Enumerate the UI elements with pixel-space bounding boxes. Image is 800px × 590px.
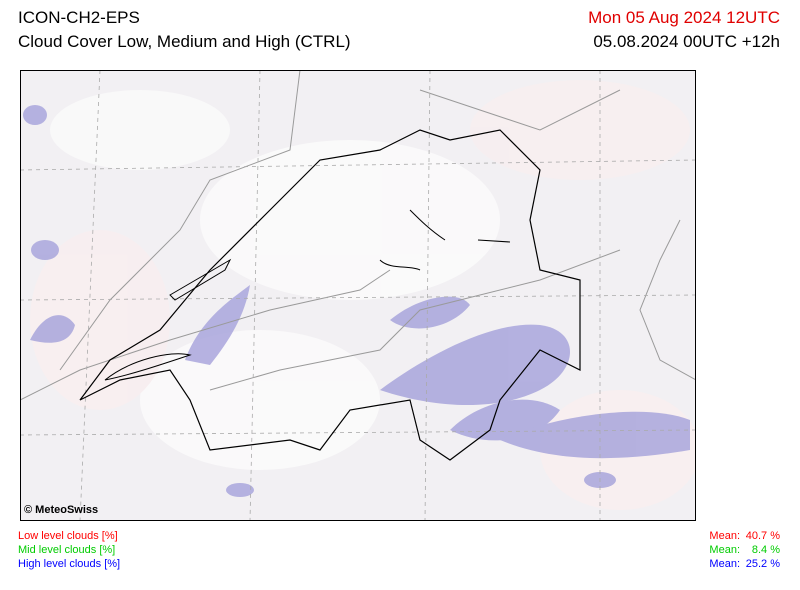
high-cloud-patches — [23, 105, 690, 497]
map-frame — [20, 70, 696, 521]
run-time: 05.08.2024 00UTC +12h — [593, 32, 780, 51]
graticule — [20, 70, 696, 521]
low-cloud-patches — [30, 80, 696, 510]
region-borders — [20, 70, 696, 401]
mean-value: 25.2 % — [745, 558, 780, 570]
legend-label: Mid level clouds [%] — [18, 544, 116, 556]
mean-value: 40.7 % — [745, 530, 780, 542]
country-border — [79, 129, 581, 461]
legend-label: High level clouds [%] — [18, 558, 121, 570]
mean-value: 8.4 % — [751, 544, 780, 556]
valid-time: Mon 05 Aug 2024 12UTC — [588, 8, 780, 27]
map-credit: © MeteoSwiss — [24, 504, 98, 516]
mean-label: Mean: — [709, 530, 740, 542]
legend-label: Low level clouds [%] — [18, 530, 118, 542]
subtitle: Cloud Cover Low, Medium and High (CTRL) — [18, 32, 351, 51]
mean-label: Mean: — [709, 544, 740, 556]
map: © MeteoSwiss — [20, 70, 696, 521]
mean-label: Mean: — [709, 558, 740, 570]
lakes — [104, 209, 511, 381]
title: ICON-CH2-EPS — [18, 8, 140, 27]
